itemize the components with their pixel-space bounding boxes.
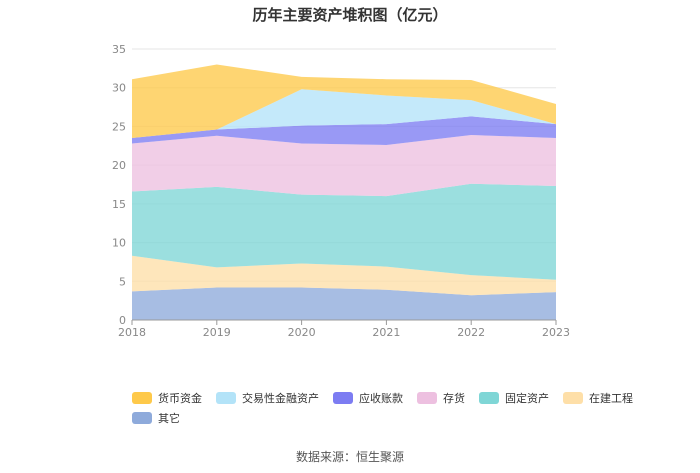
legend-swatch: [479, 392, 499, 404]
y-tick-label-5: 5: [119, 275, 126, 288]
legend-swatch: [333, 392, 353, 404]
area-series-5: [132, 89, 556, 139]
x-tick-label-2021: 2021: [372, 326, 400, 339]
legend-label: 货币资金: [158, 392, 202, 405]
area-series-0: [132, 287, 556, 320]
legend-item[interactable]: 其它: [132, 410, 180, 426]
legend-label: 交易性金融资产: [242, 392, 319, 405]
legend-item[interactable]: 货币资金: [132, 390, 202, 406]
x-tick-label-2018: 2018: [118, 326, 146, 339]
area-series-3: [132, 134, 556, 197]
chart-title: 历年主要资产堆积图（亿元）: [252, 6, 448, 24]
legend-item[interactable]: 固定资产: [479, 390, 549, 406]
y-tick-label-30: 30: [112, 82, 126, 95]
legend-row-2: 其它: [132, 410, 194, 426]
x-tick-label-2022: 2022: [457, 326, 485, 339]
area-series-4: [132, 116, 556, 146]
legend-row-1: 货币资金 交易性金融资产 应收账款 存货 固定资产 在建工程: [132, 390, 647, 406]
x-tick-label-2020: 2020: [288, 326, 316, 339]
legend-label: 应收账款: [359, 392, 403, 405]
legend-item[interactable]: 交易性金融资产: [216, 390, 319, 406]
legend-label: 其它: [158, 412, 180, 425]
legend-label: 在建工程: [589, 392, 633, 405]
area-series-2: [132, 183, 556, 280]
axes: 0 5 10 15 20 25 30 35 2018 2019 2020 2021 2022 2023: [112, 43, 570, 339]
y-tick-label-10: 10: [112, 237, 126, 250]
y-tick-label-25: 25: [112, 120, 126, 133]
area-series-1: [132, 255, 556, 296]
y-tick-label-35: 35: [112, 43, 126, 56]
legend-swatch: [417, 392, 437, 404]
legend-item[interactable]: 存货: [417, 390, 465, 406]
source-note: 数据来源：恒生聚源: [295, 450, 404, 464]
legend-label: 固定资产: [505, 392, 549, 405]
area-series-6: [132, 64, 556, 139]
y-tick-label-0: 0: [119, 314, 126, 327]
x-tick-label-2019: 2019: [203, 326, 231, 339]
legend-swatch: [132, 412, 152, 424]
x-tick-label-2023: 2023: [542, 326, 570, 339]
legend-swatch: [132, 392, 152, 404]
legend-swatch: [216, 392, 236, 404]
y-tick-label-15: 15: [112, 198, 126, 211]
legend-swatch: [563, 392, 583, 404]
stacked-area-chart: 0 5 10 15 20 25 30 35 2018 2019 2020 2021 2022 2023: [112, 43, 570, 339]
legend-item[interactable]: 在建工程: [563, 390, 633, 406]
y-tick-label-20: 20: [112, 159, 126, 172]
legend-item[interactable]: 应收账款: [333, 390, 403, 406]
area-series: [132, 64, 556, 320]
legend-label: 存货: [443, 392, 465, 405]
